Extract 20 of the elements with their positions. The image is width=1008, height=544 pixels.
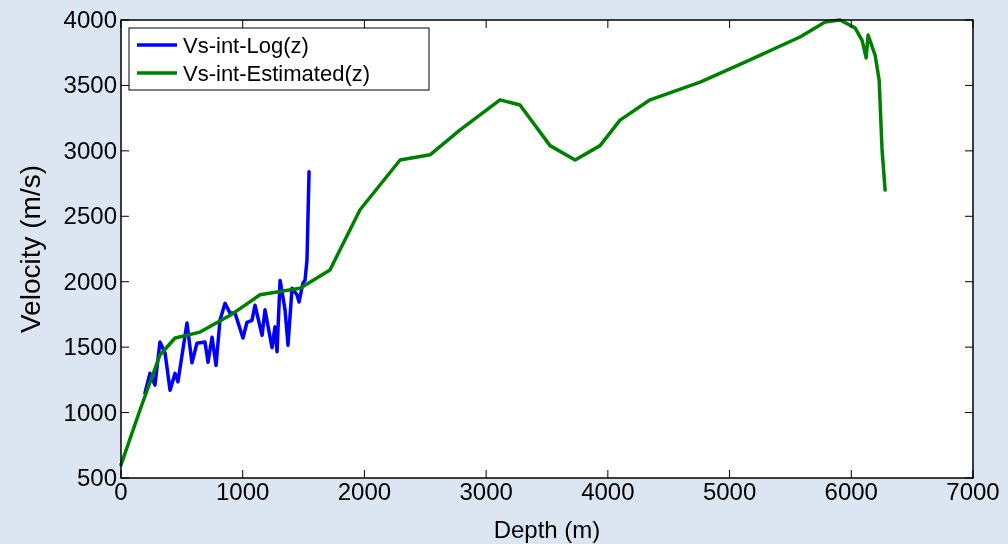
line-series (119, 18, 887, 467)
y-axis-title: Velocity (m/s) (15, 164, 46, 334)
x-tick-label: 3000 (459, 478, 513, 505)
line-series (143, 170, 311, 395)
y-tick-label: 2500 (63, 202, 117, 230)
y-tick-label: 4000 (63, 6, 117, 33)
x-tick-label: 4000 (581, 478, 635, 505)
y-tick-label: 2000 (63, 267, 117, 295)
y-tick-label: 3500 (63, 71, 117, 99)
x-tick-label: 2000 (337, 478, 392, 505)
x-axis-title: Depth (m) (493, 516, 601, 543)
legend-label: Vs-int-Estimated(z) (183, 61, 371, 86)
y-tick-label: 1000 (63, 398, 117, 426)
y-tick-label: 3000 (63, 136, 117, 164)
x-tick-label: 6000 (824, 478, 878, 505)
y-tick-label: 1500 (63, 333, 117, 361)
x-tick-label: 5000 (702, 478, 757, 505)
x-tick-label: 7000 (946, 478, 1000, 505)
x-tick-label: 1000 (216, 478, 270, 505)
legend-label: Vs-int-Log(z) (183, 33, 309, 58)
